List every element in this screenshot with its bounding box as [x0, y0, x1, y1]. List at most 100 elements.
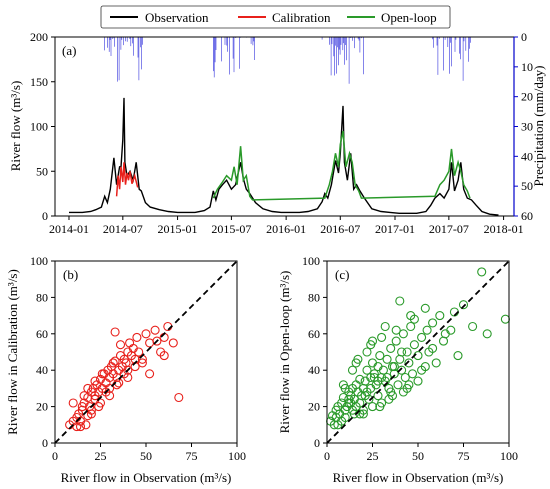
scatter-point [97, 369, 107, 379]
scatter-point [132, 332, 142, 342]
panel-b-xlabel: River flow in Observation (m³/s) [61, 470, 232, 485]
panel-a-timeseries: (a) 2014-01 2014-07 2015-01 2015-07 2016-01 2… [8, 30, 546, 236]
scatter-point [446, 325, 456, 335]
scatter-point [79, 391, 89, 401]
x-tick-label: 25 [367, 449, 379, 463]
y-tick-label: 100 [30, 120, 48, 134]
scatter-point [378, 365, 388, 375]
x-tick-label: 100 [500, 449, 518, 463]
scatter-point [386, 343, 396, 353]
y-tick-label: 0 [42, 436, 48, 450]
scatter-point [141, 329, 151, 339]
scatter-point [482, 329, 492, 339]
series-line-observation [69, 97, 499, 216]
scatter-point [420, 303, 430, 313]
scatter-point [400, 372, 410, 383]
legend-label-openloop: Open-loop [381, 10, 437, 25]
scatter-point [134, 347, 144, 357]
scatter-point [90, 376, 100, 386]
x-tick-label: 2017-07 [429, 222, 469, 236]
x-tick-label: 75 [458, 449, 470, 463]
scatter-point [391, 325, 401, 335]
scatter-point [453, 351, 463, 361]
scatter-point [338, 380, 348, 390]
scatter-point [397, 365, 407, 375]
y-tick-label: 50 [36, 164, 48, 178]
x-tick-label: 75 [186, 449, 198, 463]
scatter-point [404, 358, 414, 368]
y-tick-label: 80 [308, 290, 320, 304]
scatter-point [387, 391, 398, 401]
x-tick-label: 2017-01 [375, 222, 415, 236]
scatter-point [369, 369, 379, 379]
scatter-point [362, 365, 372, 375]
scatter-point [389, 362, 399, 372]
scatter-point [108, 358, 118, 368]
scatter-point [115, 340, 126, 350]
legend-box [100, 5, 451, 29]
scatter-point [409, 340, 419, 350]
scatter-point [358, 409, 368, 419]
scatter-point [174, 392, 184, 403]
panel-c-label: (c) [335, 267, 349, 282]
y-tick-label: 20 [36, 400, 48, 414]
y-tick-label: 80 [36, 290, 48, 304]
y-tick-label: 200 [30, 30, 48, 44]
scatter-point [389, 369, 399, 379]
scatter-point [382, 354, 392, 364]
scatter-point [438, 336, 449, 346]
scatter-point [110, 356, 120, 366]
x-tick-label: 2014-01 [49, 222, 89, 236]
y2-tick-label: 40 [521, 149, 533, 163]
scatter-point [468, 321, 478, 332]
scatter-point [391, 336, 401, 346]
series-line-open-loop [212, 130, 471, 201]
scatter-point [397, 347, 407, 357]
scatter-point [395, 354, 405, 364]
y-tick-label: 150 [30, 75, 48, 89]
scatter-point [428, 318, 438, 328]
panel-b-ylabel: River flow in Calibration (m³/s) [5, 269, 20, 435]
scatter-point [94, 402, 104, 412]
scatter-point [347, 365, 358, 375]
scatter-point [362, 347, 372, 357]
scatter-point [393, 380, 403, 390]
precipitation-bars [104, 37, 471, 84]
scatter-point [333, 420, 343, 430]
x-tick-label: 2018-01 [484, 222, 524, 236]
scatter-point [152, 336, 162, 346]
y-tick-label: 60 [36, 327, 48, 341]
scatter-point [477, 267, 487, 277]
panel-a-ylabel2: Precipitation (mm/day) [531, 66, 546, 187]
panel-a-y2-axis: 0 10 20 30 40 50 60 [513, 30, 533, 223]
panel-a-ylabel: River flow (m³/s) [8, 81, 23, 172]
scatter-point [68, 398, 78, 408]
panel-c-xlabel: River flow in Observation (m³/s) [333, 470, 504, 485]
y-tick-label: 100 [302, 254, 320, 268]
series-line-calibration [115, 162, 139, 197]
scatter-point [346, 398, 356, 408]
scatter-point [431, 358, 441, 368]
scatter-point [500, 314, 510, 324]
scatter-point [428, 343, 438, 353]
panel-b-label: (b) [63, 267, 78, 282]
y2-tick-label: 0 [521, 30, 527, 44]
scatter-point [168, 338, 178, 348]
y-tick-label: 60 [308, 327, 320, 341]
y2-tick-label: 50 [521, 179, 533, 193]
legend-label-observation: Observation [145, 10, 209, 25]
scatter-point [367, 358, 378, 368]
panel-b-axes: 0 25 50 75 100 0 20 40 60 80 100 [30, 254, 246, 463]
x-tick-label: 2016-01 [266, 222, 306, 236]
scatter-point [125, 338, 135, 348]
scatter-point [395, 296, 405, 306]
scatter-point [407, 369, 418, 379]
panel-a-x-axis: 2014-01 2014-07 2015-01 2015-07 2016-01 2016-… [49, 216, 524, 236]
flow-lines [69, 97, 499, 216]
scatter-point [380, 321, 390, 332]
x-tick-label: 2015-07 [211, 222, 251, 236]
panel-c-one-to-one-line [326, 260, 510, 444]
scatter-point [367, 336, 378, 346]
x-tick-label: 100 [228, 449, 246, 463]
